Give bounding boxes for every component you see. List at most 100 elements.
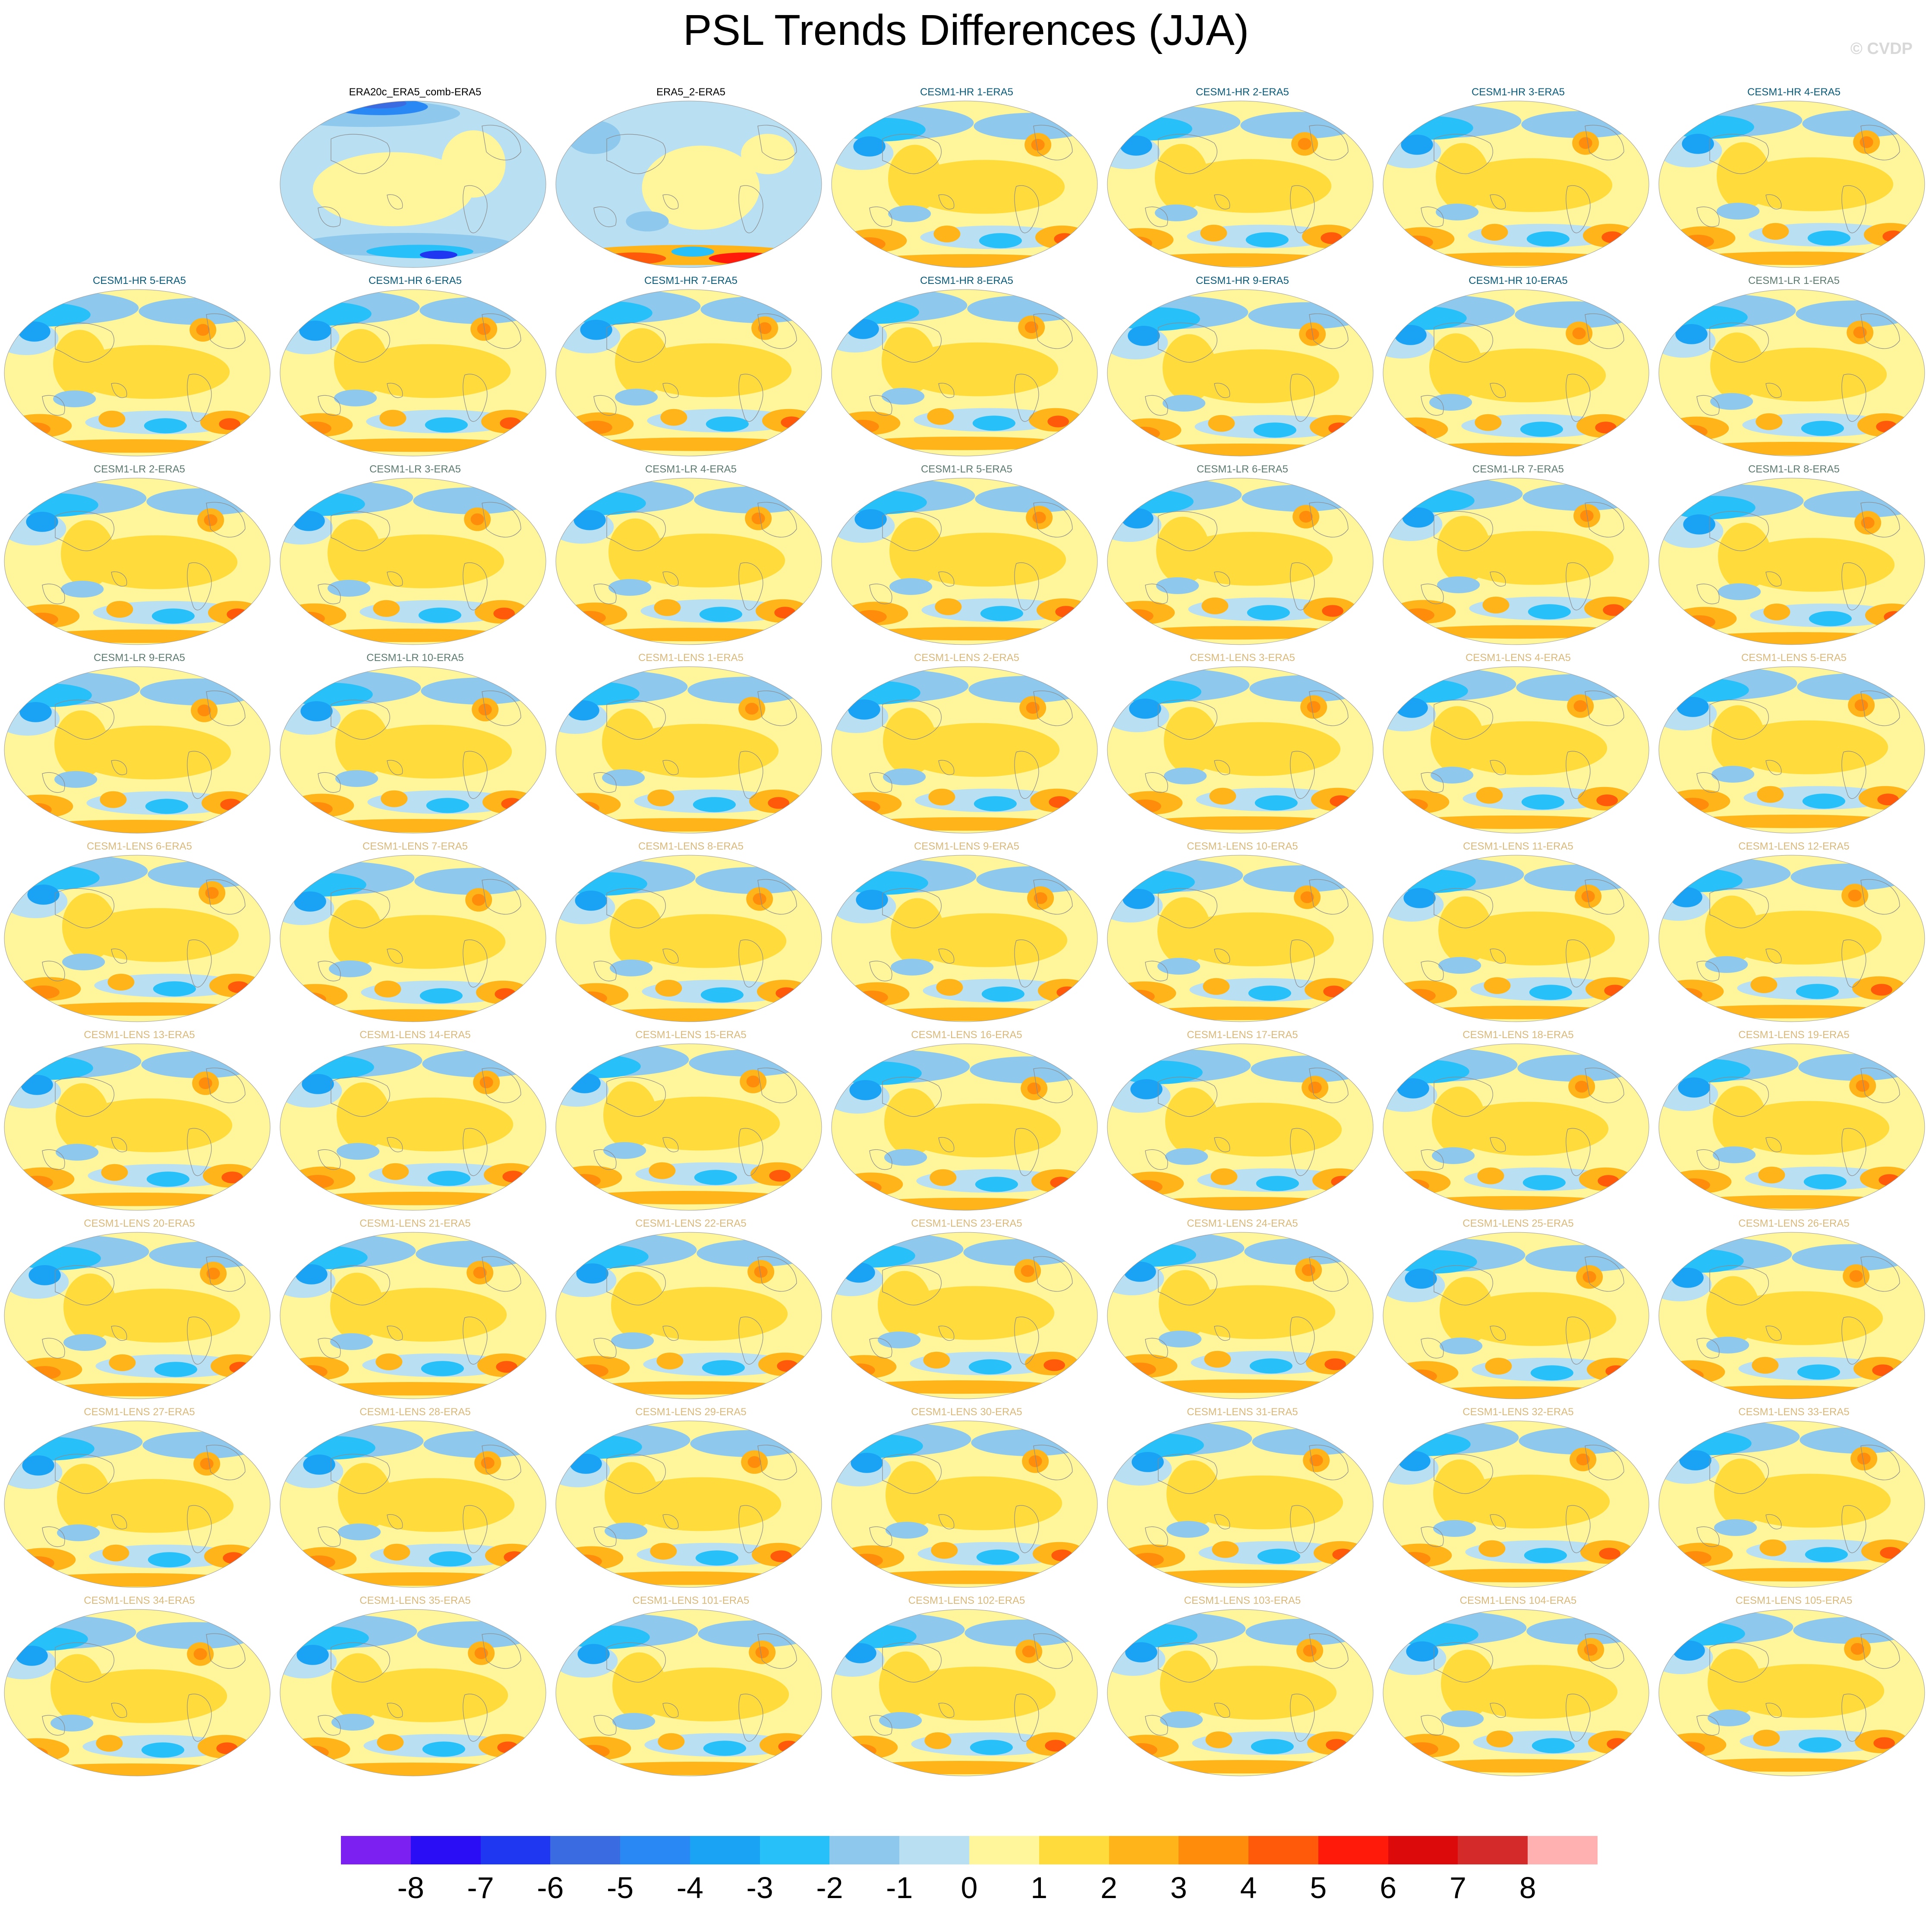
contour-region [335,770,378,787]
contour-region [1026,702,1040,714]
contour-region [577,1191,791,1205]
contour-region [1136,444,1350,456]
robinson-map [831,666,1098,834]
contour-region [1120,236,1152,250]
contour-region [1122,889,1155,909]
contour-region [1124,1363,1156,1376]
contour-region [832,1244,915,1268]
map-panel: CESM1-HR 8-ERA5 [831,275,1103,463]
contour-region [1387,116,1473,140]
panel-label: CESM1-LENS 28-ERA5 [359,1406,471,1418]
contour-region [1857,1452,1871,1465]
map-panel: CESM1-LENS 13-ERA5 [3,1029,275,1217]
contour-region [605,1522,648,1540]
contour-region [329,900,382,967]
contour-region [1116,680,1201,704]
contour-region [1524,1548,1567,1563]
map-panel: CESM1-LENS 24-ERA5 [1106,1218,1378,1405]
contour-region [1212,1541,1239,1558]
coastline [1841,939,1866,988]
contour-region [1687,1568,1901,1582]
contour-region [1203,978,1230,995]
contour-region [882,387,925,405]
contour-region [1404,815,1618,829]
coastline [1421,1526,1444,1547]
contour-region [1529,985,1572,1000]
coastline [387,1703,403,1718]
coastline [606,134,666,174]
contour-region [16,1646,48,1666]
coastline [206,690,246,726]
map-panel: CESM1-LENS 18-ERA5 [1382,1029,1654,1217]
coastline [1421,395,1444,416]
coastline [55,1454,114,1494]
contour-region [1414,1759,1628,1773]
contour-region [330,1272,384,1340]
contour-region [1475,414,1502,431]
contour-region [1705,895,1759,963]
contour-region [1448,1102,1609,1156]
coastline [482,1633,521,1669]
map-border [280,1043,546,1211]
contour-region [205,887,219,899]
map-border [1383,478,1649,645]
contour-region [429,1551,472,1567]
panel-label: CESM1-LENS 18-ERA5 [1462,1029,1574,1041]
contour-region [1717,202,1760,220]
contour-region [1671,1268,1704,1288]
contour-region [1021,1265,1034,1277]
contour-region [753,893,766,905]
contour-region [1157,897,1211,965]
contour-region [1579,137,1592,149]
contour-region [1181,1102,1342,1157]
contour-region [751,512,765,525]
contour-region [930,1169,957,1186]
contour-region [1182,1475,1343,1530]
contour-region [1477,1167,1504,1184]
colorbar-swatch [690,1836,760,1864]
contour-region [151,608,195,624]
coastline [757,313,797,349]
map-border [280,1232,546,1399]
panel-label: CESM1-LENS 26-ERA5 [1738,1218,1850,1229]
panel-label: CESM1-LR 3-ERA5 [369,463,461,475]
contour-region [608,579,652,596]
coastline [606,322,666,363]
contour-region [479,1076,493,1089]
coastline [1290,1316,1315,1365]
map-border [1107,1420,1374,1588]
contour-region [1201,597,1229,614]
coastline [1765,571,1782,587]
contour-region [1663,678,1749,702]
coastline [869,206,892,227]
contour-region [1486,1730,1513,1747]
contour-region [856,991,888,1004]
contour-region [1682,235,1714,249]
coastline [1033,1067,1073,1103]
coastline [1214,571,1230,587]
contour-region [1476,787,1503,804]
coastline [1709,322,1769,363]
coastline [1033,690,1073,726]
panel-label: CESM1-LR 1-ERA5 [1748,275,1840,287]
contour-region [844,1643,876,1663]
map-panel: CESM1-LR 3-ERA5 [279,463,551,651]
coastline [1696,1715,1720,1736]
contour-region [206,1267,220,1280]
panel-label: CESM1-LENS 32-ERA5 [1462,1406,1574,1418]
contour-region [1686,1195,1900,1209]
coastline [1158,1077,1217,1117]
coastline [55,322,114,363]
contour-region [775,987,797,999]
coastline [1014,1505,1039,1553]
contour-region [1675,425,1708,439]
contour-region [16,1747,48,1760]
coastline [1434,322,1493,363]
contour-region [1118,1433,1204,1457]
contour-region [100,791,127,808]
contour-region [1452,158,1613,212]
map-border [1383,855,1649,1022]
contour-region [62,953,105,970]
contour-region [286,302,372,326]
coastline [331,699,390,740]
